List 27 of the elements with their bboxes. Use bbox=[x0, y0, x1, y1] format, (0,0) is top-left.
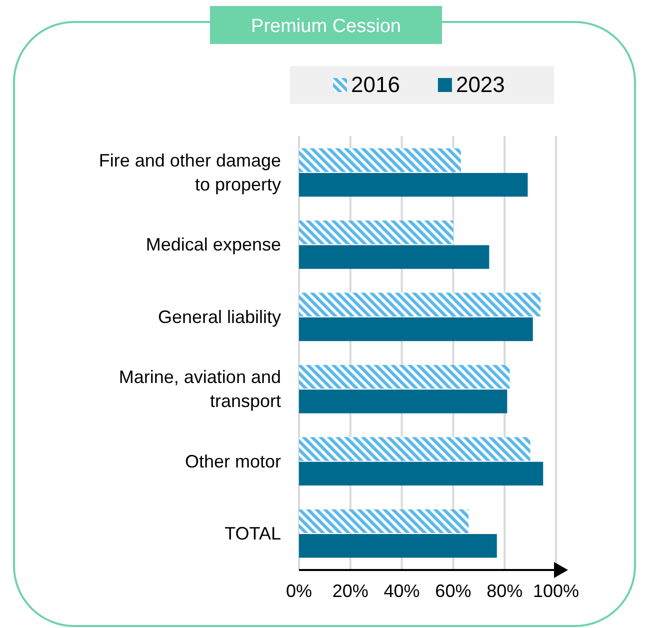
bar bbox=[299, 462, 544, 486]
bar bbox=[299, 534, 497, 558]
x-tick-label: 0% bbox=[286, 580, 312, 601]
y-tick-label: Medical expense bbox=[146, 234, 281, 255]
bar bbox=[299, 390, 508, 414]
y-tick-label: General liability bbox=[158, 306, 281, 327]
x-tick-label: 40% bbox=[384, 580, 420, 601]
bar bbox=[299, 509, 469, 534]
legend-label: 2016 bbox=[351, 72, 400, 97]
y-tick-label: Marine, aviation and transport bbox=[118, 367, 281, 412]
x-tick-label: 20% bbox=[332, 580, 368, 601]
bar bbox=[299, 245, 490, 269]
chart-title: Premium Cession bbox=[251, 16, 401, 37]
y-tick-label: TOTAL bbox=[224, 524, 281, 544]
y-tick-label: Other motor bbox=[184, 451, 282, 472]
bar bbox=[299, 220, 454, 244]
x-tick-label: 60% bbox=[435, 580, 472, 601]
bar bbox=[299, 292, 541, 316]
bar bbox=[299, 172, 528, 197]
x-tick-label: 100% bbox=[532, 580, 580, 601]
bar bbox=[299, 317, 533, 342]
bar bbox=[299, 364, 510, 389]
bar bbox=[299, 437, 530, 461]
bar bbox=[299, 148, 461, 172]
legend-label: 2023 bbox=[456, 72, 505, 97]
x-tick-label: 80% bbox=[486, 580, 523, 601]
y-tick-label: Fire and other damage to property bbox=[98, 150, 281, 194]
